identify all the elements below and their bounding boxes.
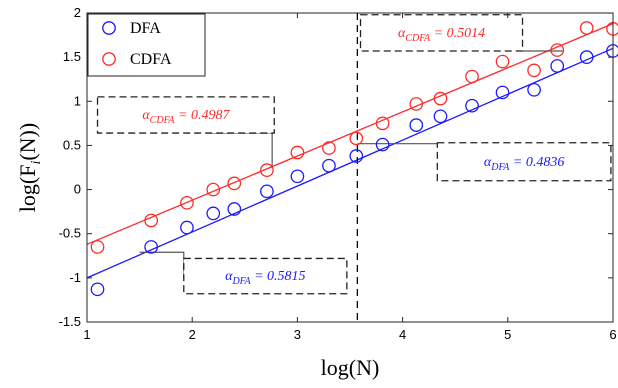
marker-cdfa [409, 97, 424, 111]
marker-dfa [180, 220, 194, 235]
y-tick-label: 0 [74, 182, 81, 197]
marker-dfa [227, 202, 242, 216]
marker-dfa [375, 137, 390, 152]
marker-cdfa [465, 69, 479, 84]
marker-dfa [495, 85, 510, 100]
x-tick-label: 5 [504, 327, 511, 342]
marker-cdfa [90, 240, 105, 254]
marker-dfa [349, 149, 364, 163]
y-tick-label: 1.5 [63, 49, 81, 64]
fit-line-dfa [86, 47, 614, 279]
x-tick-label: 1 [83, 327, 90, 342]
marker-dfa [527, 82, 541, 97]
marker-cdfa [495, 54, 510, 69]
marker-cdfa [290, 145, 305, 160]
legend-marker-dfa [102, 21, 116, 35]
legend-label-cdfa: CDFA [130, 51, 172, 68]
annotation-box-dfa-right [436, 142, 612, 182]
x-axis-title: log(N) [321, 355, 380, 380]
legend-marker-cdfa [102, 52, 116, 66]
x-tick-label: 4 [399, 327, 406, 342]
x-tick-label: 2 [189, 327, 196, 342]
marker-cdfa [260, 163, 274, 177]
marker-dfa [90, 282, 105, 297]
marker-cdfa [375, 116, 390, 131]
legend-label-dfa: DFA [130, 20, 161, 37]
y-tick-label: 1 [74, 93, 81, 108]
marker-cdfa [550, 43, 565, 57]
annotation-box-dfa-left [183, 257, 348, 295]
y-axis-title: log(Fi(N)) [15, 123, 44, 212]
marker-cdfa [322, 141, 336, 155]
marker-dfa [433, 109, 448, 124]
marker-cdfa [527, 63, 541, 78]
y-tick-label: 2 [74, 5, 81, 20]
y-tick-label: 0.5 [63, 137, 81, 152]
annotation-box-cdfa-left [96, 96, 275, 134]
marker-cdfa [606, 22, 618, 36]
y-tick-label: -0.5 [59, 226, 81, 241]
marker-cdfa [144, 213, 159, 228]
marker-dfa [206, 206, 221, 221]
marker-dfa [290, 169, 305, 184]
marker-cdfa [227, 176, 242, 191]
marker-cdfa [349, 131, 364, 146]
marker-dfa [322, 158, 336, 173]
fit-line-cdfa [86, 22, 614, 245]
marker-cdfa [180, 195, 194, 210]
marker-dfa [409, 118, 424, 132]
annotation-leader-dfa-left [139, 251, 185, 278]
marker-cdfa [579, 21, 594, 35]
x-tick-label: 6 [609, 327, 616, 342]
marker-cdfa [206, 182, 221, 197]
marker-dfa [550, 59, 565, 73]
annotation-leader-cdfa-left [207, 132, 273, 169]
y-tick-label: -1.5 [59, 314, 81, 329]
annotation-box-cdfa-right [359, 14, 524, 52]
marker-dfa [579, 50, 594, 64]
x-tick-label: 3 [294, 327, 301, 342]
y-tick-label: -1 [69, 270, 81, 285]
plot-frame [86, 12, 614, 323]
marker-dfa [465, 98, 479, 113]
marker-dfa [260, 184, 274, 199]
marker-cdfa [433, 91, 448, 106]
marker-dfa [144, 240, 159, 254]
